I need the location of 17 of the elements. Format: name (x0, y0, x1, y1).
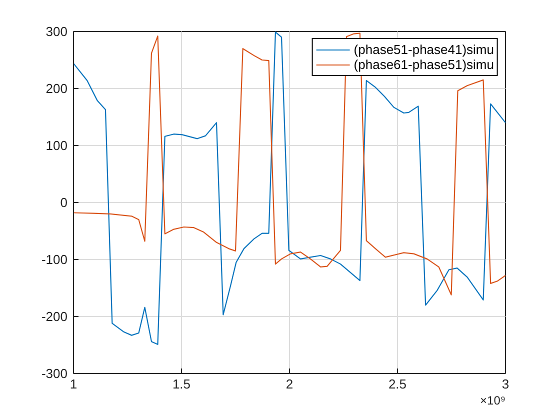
y-tick-label: 300 (46, 24, 68, 39)
legend-label: (phase61-phase51)simu (354, 57, 494, 72)
y-tick-label: 0 (60, 195, 68, 210)
line-series (74, 32, 506, 296)
text: ×10⁹ (480, 394, 506, 408)
x-tick-label: 2 (286, 376, 294, 392)
x-tick-label: 1 (70, 376, 78, 392)
y-tick-label: -100 (41, 252, 68, 267)
x-tick-label: 1.5 (172, 376, 191, 392)
legend-label: (phase51-phase41)simu (354, 42, 494, 57)
y-tick-label: -300 (41, 366, 68, 381)
line-series (74, 32, 506, 345)
y-tick-label: 200 (46, 81, 68, 96)
x-tick-label: 2.5 (388, 376, 407, 392)
y-tick-label: 100 (46, 138, 68, 153)
x-tick-label: 3 (502, 376, 510, 392)
y-tick-label: -200 (41, 309, 68, 324)
